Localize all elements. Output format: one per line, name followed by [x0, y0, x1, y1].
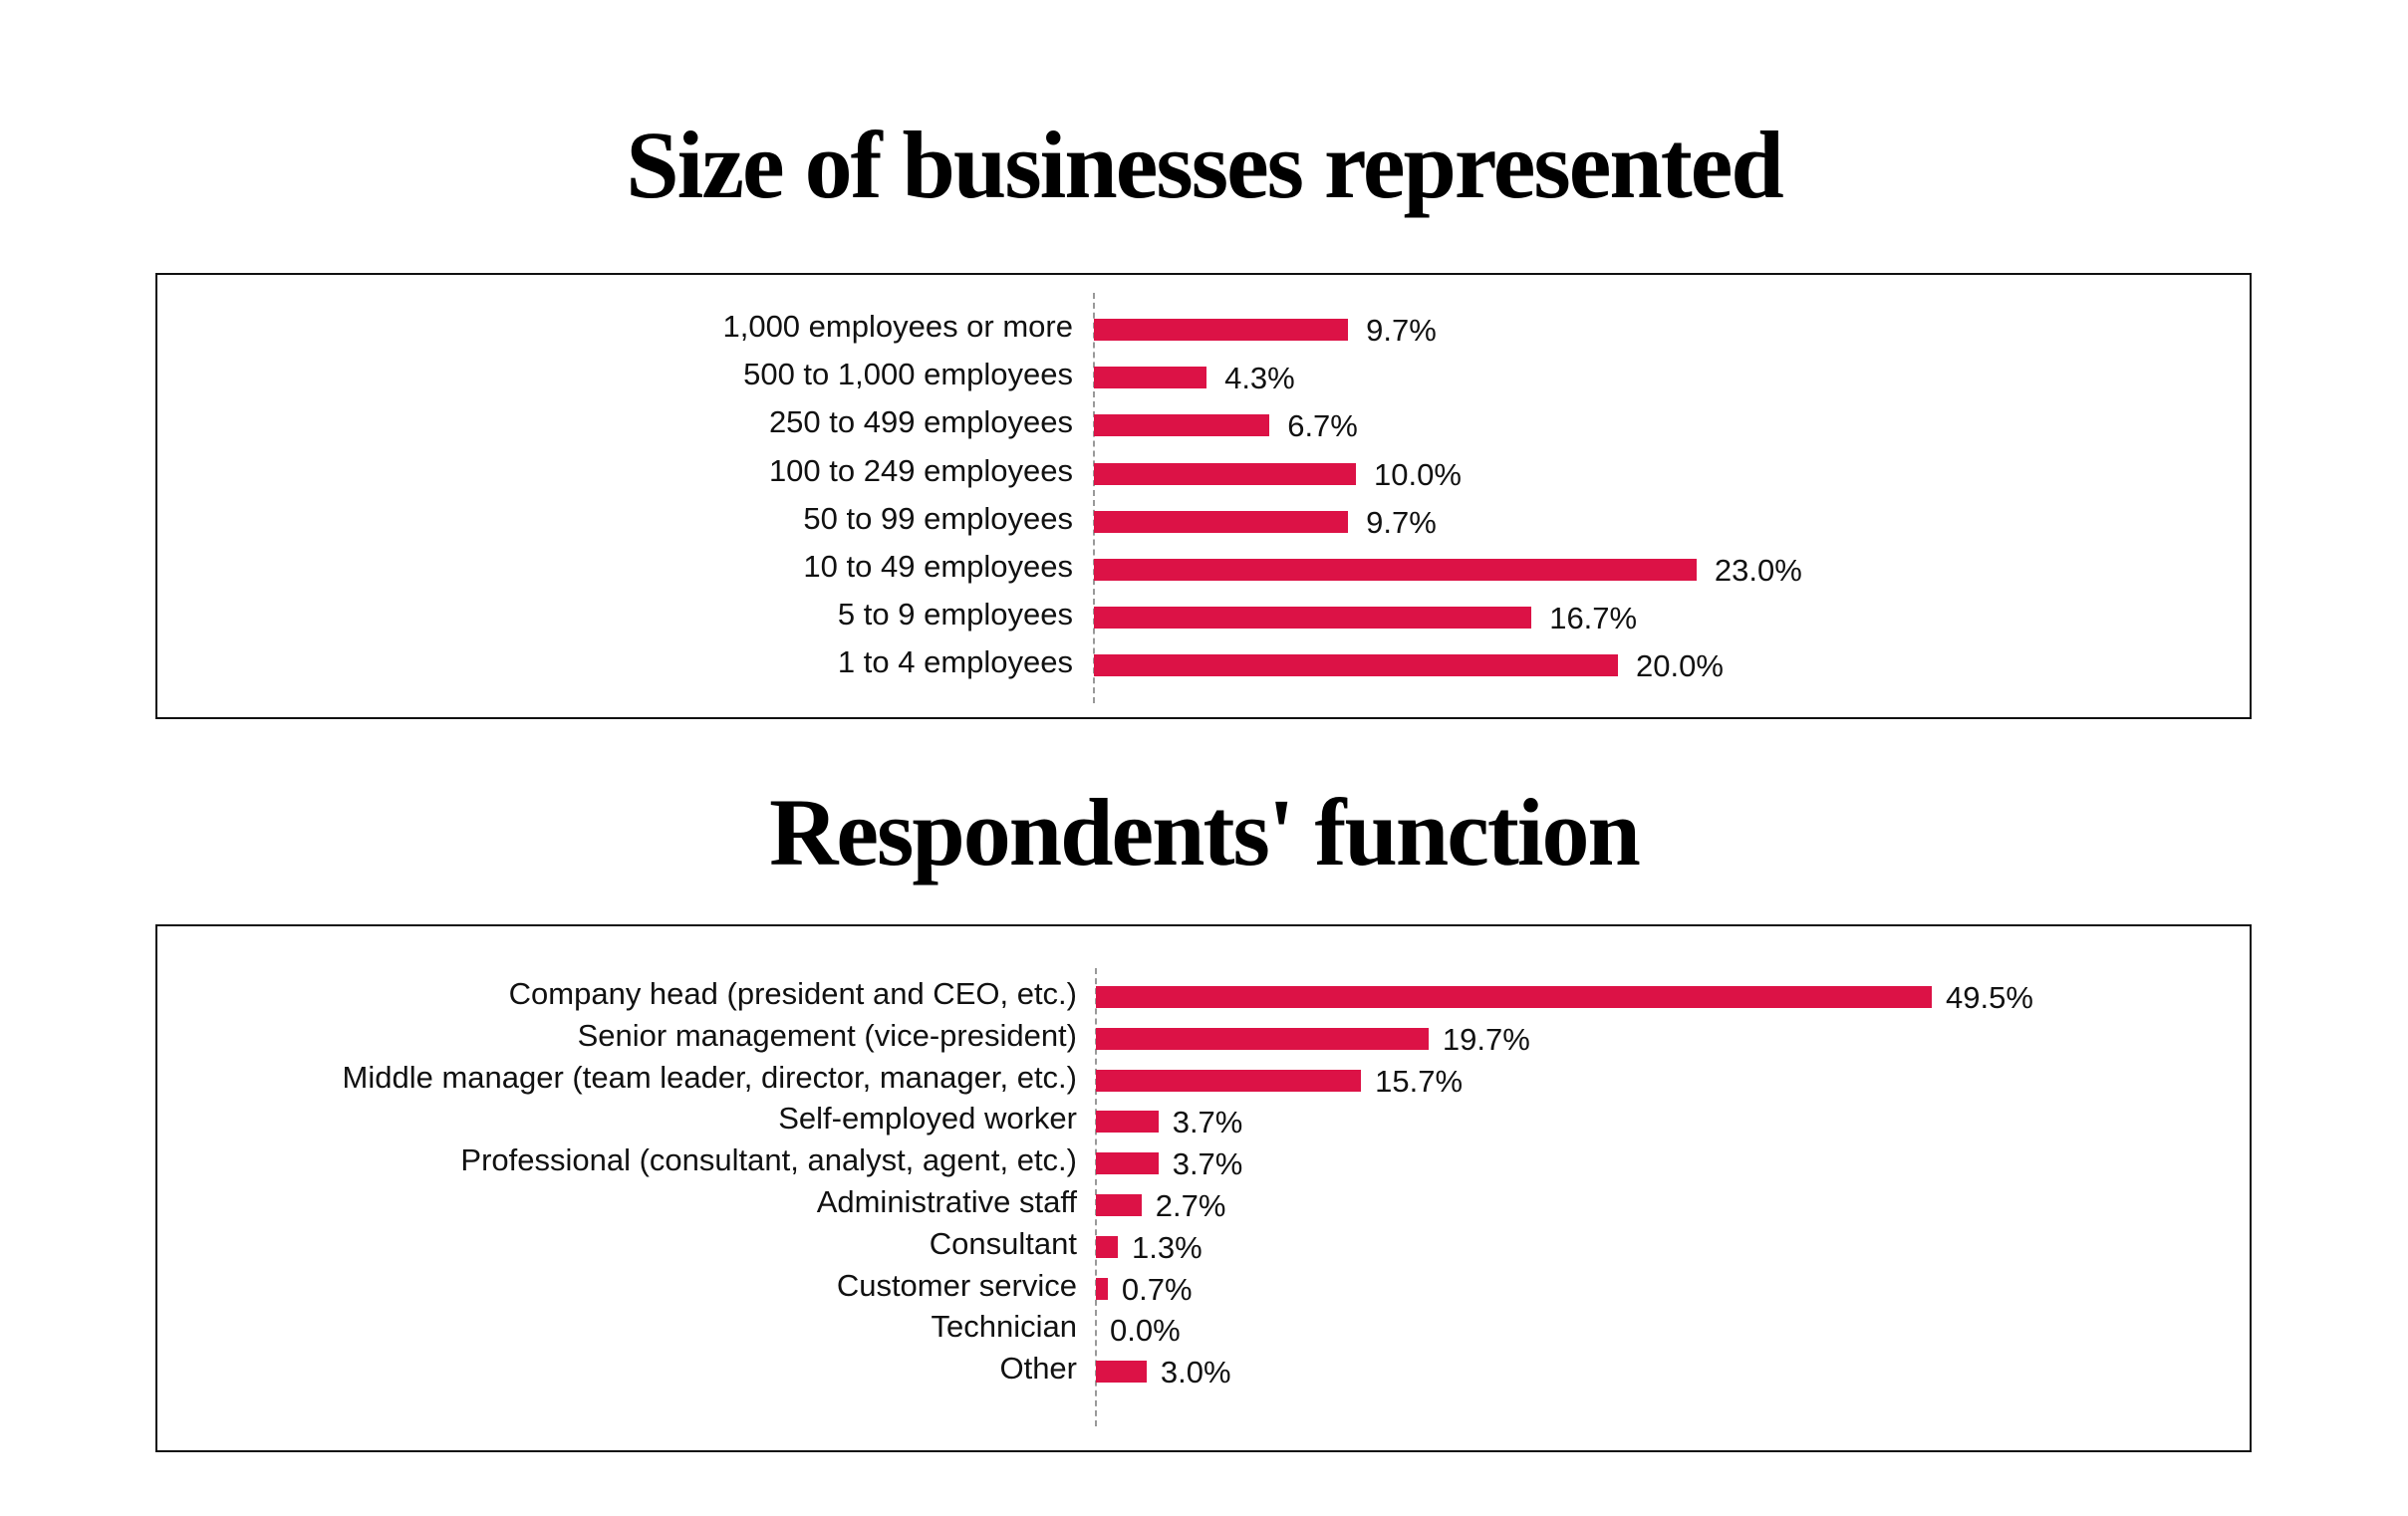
bar — [1096, 1152, 1159, 1175]
value-label: 3.7% — [1172, 1105, 1243, 1140]
bar — [1096, 1027, 1429, 1050]
category-label: 250 to 499 employees — [768, 404, 1073, 440]
value-label: 15.7% — [1375, 1063, 1464, 1099]
chart-axis-business-size — [1093, 293, 1095, 703]
chart-title-respondents-function: Respondents' function — [769, 779, 1641, 885]
value-label: 2.7% — [1155, 1188, 1226, 1223]
bar — [1094, 367, 1207, 389]
category-label: Other — [999, 1351, 1077, 1387]
bar — [1094, 462, 1356, 485]
bar — [1094, 510, 1349, 533]
chart-frame-business-size — [155, 273, 2252, 719]
category-label: Middle manager (team leader, director, m… — [342, 1059, 1077, 1095]
value-label: 0.7% — [1121, 1271, 1193, 1307]
bar — [1094, 414, 1270, 437]
category-label: Technician — [931, 1309, 1077, 1345]
category-label: Customer service — [836, 1267, 1077, 1303]
bar — [1096, 1235, 1119, 1258]
value-label: 49.5% — [1946, 980, 2033, 1015]
value-label: 6.7% — [1287, 408, 1358, 444]
category-label: Administrative staff — [816, 1184, 1077, 1219]
bar — [1096, 1111, 1159, 1134]
category-label: Professional (consultant, analyst, agent… — [460, 1142, 1077, 1178]
value-label: 3.0% — [1160, 1355, 1231, 1390]
value-label: 9.7% — [1366, 504, 1437, 540]
value-label: 3.7% — [1172, 1146, 1243, 1182]
value-label: 9.7% — [1366, 313, 1437, 348]
category-label: Consultant — [929, 1225, 1077, 1261]
category-label: 500 to 1,000 employees — [743, 357, 1073, 392]
bar — [1096, 986, 1933, 1008]
category-label: 1,000 employees or more — [722, 309, 1073, 344]
category-label: 100 to 249 employees — [768, 452, 1073, 488]
value-label: 10.0% — [1374, 456, 1462, 492]
bar — [1096, 1194, 1142, 1216]
chart-title-business-size: Size of businesses represented — [626, 112, 1783, 218]
chart-frame-respondents-function — [155, 924, 2252, 1452]
value-label: 1.3% — [1132, 1229, 1203, 1265]
category-label: Senior management (vice-president) — [577, 1017, 1077, 1053]
bar — [1094, 607, 1532, 630]
bar — [1096, 1069, 1362, 1092]
bar — [1096, 1277, 1108, 1300]
value-label: 23.0% — [1714, 553, 1802, 588]
category-label: 5 to 9 employees — [837, 597, 1073, 632]
bar — [1094, 654, 1618, 677]
bar — [1094, 319, 1349, 341]
value-label: 16.7% — [1549, 601, 1638, 636]
bar — [1094, 559, 1697, 581]
value-label: 0.0% — [1110, 1313, 1181, 1349]
bar — [1096, 1361, 1147, 1384]
category-label: 1 to 4 employees — [837, 644, 1073, 680]
value-label: 20.0% — [1636, 648, 1724, 684]
category-label: Company head (president and CEO, etc.) — [508, 976, 1077, 1011]
category-label: 10 to 49 employees — [803, 549, 1073, 584]
category-label: Self-employed worker — [778, 1101, 1077, 1137]
value-label: 19.7% — [1442, 1021, 1530, 1057]
value-label: 4.3% — [1224, 361, 1295, 396]
category-label: 50 to 99 employees — [803, 500, 1073, 536]
